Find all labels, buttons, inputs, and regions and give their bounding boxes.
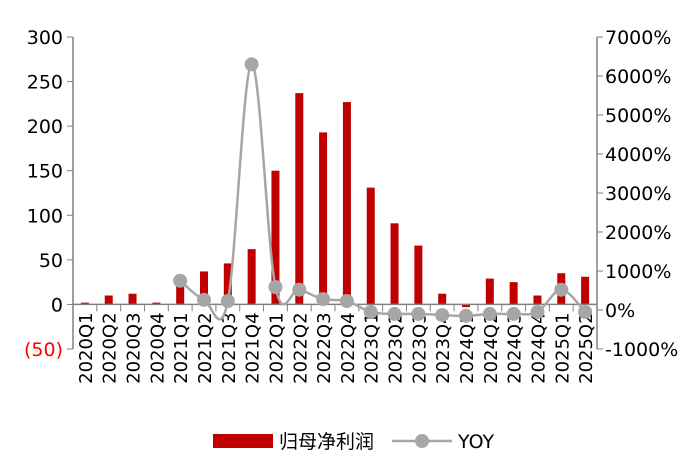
- x-tick-label: 2020Q4: [147, 312, 168, 383]
- x-tick-label: 2022Q1: [266, 312, 287, 383]
- yoy-point-2024Q3: [506, 306, 521, 321]
- x-tick-label: 2025Q2: [576, 312, 597, 383]
- x-tick-label: 2024Q4: [528, 312, 549, 383]
- legend-label: 归母净利润: [279, 431, 374, 453]
- bar-2021Q3: [223, 263, 232, 305]
- bar-2024Q2: [485, 278, 494, 305]
- yoy-point-2023Q1: [363, 304, 378, 319]
- yoy-point-2021Q4: [244, 57, 259, 72]
- bar-2021Q2: [200, 271, 208, 305]
- right-tick-label: 7000%: [605, 27, 671, 49]
- yoy-point-2022Q3: [316, 292, 331, 307]
- x-tick-label: 2024Q2: [481, 312, 502, 383]
- x-tick-label: 2023Q1: [362, 312, 383, 383]
- x-tick-label: 2020Q2: [100, 312, 121, 383]
- right-tick-label: 3000%: [605, 183, 671, 205]
- bar-2022Q1: [271, 170, 280, 305]
- left-tick-label: 250: [27, 72, 63, 94]
- yoy-point-2022Q1: [268, 279, 283, 294]
- x-tick-label: 2021Q4: [243, 312, 264, 383]
- right-tick-label: 6000%: [605, 66, 671, 88]
- bar-2024Q4: [533, 295, 542, 305]
- bar-2020Q3: [128, 293, 137, 305]
- bar-2021Q4: [247, 249, 256, 305]
- bar-2023Q1: [366, 187, 375, 305]
- right-tick-label: 5000%: [605, 105, 671, 127]
- x-tick-label: 2024Q3: [505, 312, 526, 383]
- x-tick-label: 2021Q3: [219, 312, 240, 383]
- left-tick-label: (50): [24, 339, 63, 361]
- bar-2020Q1: [80, 302, 89, 305]
- legend-bar-swatch: [213, 434, 273, 448]
- bar-2022Q2: [295, 93, 304, 305]
- legend-point-swatch: [415, 434, 429, 448]
- right-tick-label: 0%: [605, 300, 635, 322]
- yoy-point-2021Q3: [220, 294, 235, 309]
- left-tick-label: 150: [27, 161, 63, 183]
- x-tick-label: 2021Q1: [171, 312, 192, 383]
- yoy-point-2024Q1: [459, 308, 473, 323]
- x-tick-label: 2022Q3: [314, 312, 335, 383]
- bar-2024Q3: [509, 282, 518, 305]
- left-tick-label: 50: [39, 250, 63, 272]
- x-tick-label: 2023Q3: [409, 312, 430, 383]
- left-tick-label: 100: [27, 205, 63, 227]
- yoy-point-2024Q4: [530, 304, 545, 319]
- bar-2020Q2: [104, 295, 113, 305]
- right-tick-label: 2000%: [605, 222, 671, 244]
- bar-2023Q2: [390, 223, 399, 305]
- bar-2021Q1: [176, 284, 185, 305]
- bar-2025Q2: [581, 276, 590, 305]
- right-tick-label: 1000%: [605, 261, 671, 283]
- yoy-point-2021Q2: [197, 292, 211, 307]
- yoy-point-2025Q1: [554, 282, 569, 297]
- legend-label: YOY: [457, 431, 494, 453]
- yoy-point-2023Q2: [387, 306, 402, 321]
- bar-2022Q3: [319, 132, 328, 305]
- bar-2020Q4: [152, 302, 161, 305]
- bar-2023Q4: [438, 293, 447, 305]
- yoy-point-2021Q1: [173, 273, 188, 288]
- x-tick-label: 2021Q2: [195, 312, 216, 383]
- right-tick-label: 4000%: [605, 144, 671, 166]
- x-tick-label: 2022Q2: [290, 312, 311, 383]
- yoy-line: [179, 63, 587, 321]
- left-tick-label: 0: [51, 294, 63, 316]
- yoy-point-2025Q2: [578, 304, 593, 319]
- yoy-point-2022Q2: [292, 282, 307, 297]
- yoy-point-2023Q3: [411, 306, 426, 321]
- bar-2024Q1: [462, 304, 470, 308]
- left-tick-label: 200: [27, 116, 63, 138]
- left-tick-label: 300: [27, 27, 63, 49]
- x-tick-label: 2023Q2: [386, 312, 407, 383]
- bar-2022Q4: [342, 102, 351, 305]
- yoy-point-2023Q4: [435, 308, 450, 323]
- yoy-point-2024Q2: [482, 306, 497, 321]
- x-tick-label: 2025Q1: [552, 312, 573, 383]
- x-tick-label: 2020Q1: [76, 312, 97, 383]
- x-tick-label: 2023Q4: [433, 312, 454, 383]
- right-tick-label: -1000%: [605, 339, 678, 361]
- x-tick-label: 2024Q1: [457, 312, 478, 383]
- x-tick-label: 2022Q4: [338, 312, 359, 383]
- yoy-point-2022Q4: [339, 294, 354, 309]
- bar-2023Q3: [414, 245, 423, 305]
- x-tick-label: 2020Q3: [124, 312, 145, 383]
